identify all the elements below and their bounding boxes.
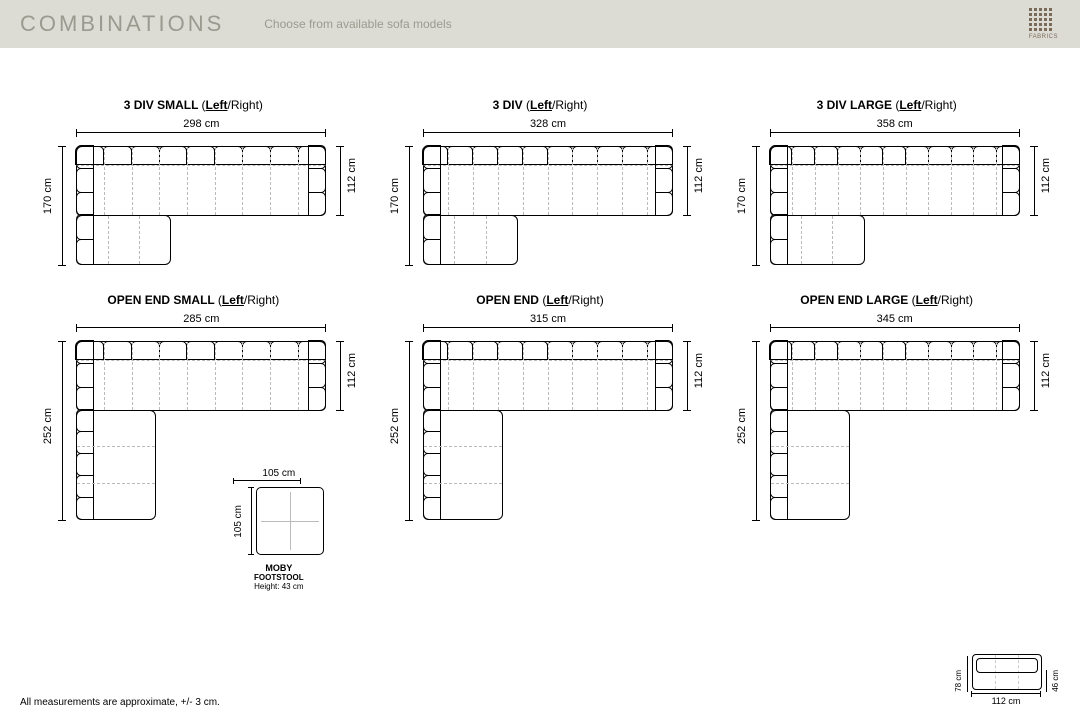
model-title: OPEN END SMALL (Left/Right) (30, 293, 357, 307)
model-name: OPEN END SMALL (107, 293, 214, 307)
page-title: COMBINATIONS (20, 11, 224, 37)
model-name: 3 DIV (493, 98, 523, 112)
footstool-name: MOBY (233, 563, 324, 573)
diagram: 285 cm 252 cm 112 cm 105 cm (38, 313, 348, 563)
model-name: 3 DIV LARGE (817, 98, 892, 112)
footstool: 105 cm 105 cm MOBY FOOTSTOOL Height: 43 … (233, 468, 324, 591)
orientation: (Left/Right) (895, 98, 956, 112)
footstool-height: 105 cm (233, 505, 244, 538)
dim-width: 298 cm (76, 118, 326, 133)
combinations-grid: 3 DIV SMALL (Left/Right) 298 cm 170 cm 1… (0, 48, 1080, 573)
model-title: OPEN END (Left/Right) (377, 293, 704, 307)
orientation: (Left/Right) (202, 98, 263, 112)
mini-height-left: 78 cm (954, 670, 963, 692)
mini-width: 112 cm (971, 696, 1041, 706)
model-3div: 3 DIV (Left/Right) 328 cm 170 cm 112 cm (377, 98, 704, 283)
footstool-sub: FOOTSTOOL (233, 573, 324, 582)
model-3div-small: 3 DIV SMALL (Left/Right) 298 cm 170 cm 1… (30, 98, 357, 283)
footnote: All measurements are approximate, +/- 3 … (20, 697, 220, 708)
side-view-mini: 78 cm 46 cm 112 cm (954, 650, 1060, 706)
fabrics-label: FABRICS (1029, 34, 1058, 40)
page-subtitle: Choose from available sofa models (264, 17, 451, 31)
fabrics-icon: FABRICS (1029, 8, 1058, 40)
diagram: 345 cm 252 cm 112 cm (732, 313, 1042, 563)
diagram: 315 cm 252 cm 112 cm (385, 313, 695, 563)
mini-sofa-drawing (972, 654, 1042, 690)
footstool-height-note: Height: 43 cm (233, 582, 324, 591)
footstool-width: 105 cm (233, 468, 324, 479)
model-open-end-large: OPEN END LARGE (Left/Right) 345 cm 252 c… (723, 293, 1050, 563)
header: COMBINATIONS Choose from available sofa … (0, 0, 1080, 48)
model-3div-large: 3 DIV LARGE (Left/Right) 358 cm 170 cm 1… (723, 98, 1050, 283)
orientation: (Left/Right) (526, 98, 587, 112)
diagram: 328 cm 170 cm 112 cm (385, 118, 695, 283)
model-open-end: OPEN END (Left/Right) 315 cm 252 cm 112 … (377, 293, 704, 563)
orientation: (Left/Right) (218, 293, 279, 307)
diagram: 358 cm 170 cm 112 cm (732, 118, 1042, 283)
dim-depth-left: 170 cm (42, 178, 54, 214)
mini-height-right: 46 cm (1051, 670, 1060, 692)
dim-depth-right-bar (336, 146, 344, 216)
model-title: 3 DIV (Left/Right) (377, 98, 704, 112)
dim-depth-right: 112 cm (346, 158, 358, 193)
model-name: OPEN END (476, 293, 539, 307)
model-open-end-small: OPEN END SMALL (Left/Right) 285 cm 252 c… (30, 293, 357, 563)
model-title: 3 DIV SMALL (Left/Right) (30, 98, 357, 112)
dim-depth-left-bar (58, 146, 66, 266)
sofa-drawing (76, 146, 326, 216)
model-name: 3 DIV SMALL (124, 98, 198, 112)
diagram: 298 cm 170 cm 112 cm (38, 118, 348, 283)
orientation: (Left/Right) (542, 293, 603, 307)
orientation: (Left/Right) (912, 293, 973, 307)
model-title: OPEN END LARGE (Left/Right) (723, 293, 1050, 307)
model-title: 3 DIV LARGE (Left/Right) (723, 98, 1050, 112)
model-name: OPEN END LARGE (800, 293, 908, 307)
